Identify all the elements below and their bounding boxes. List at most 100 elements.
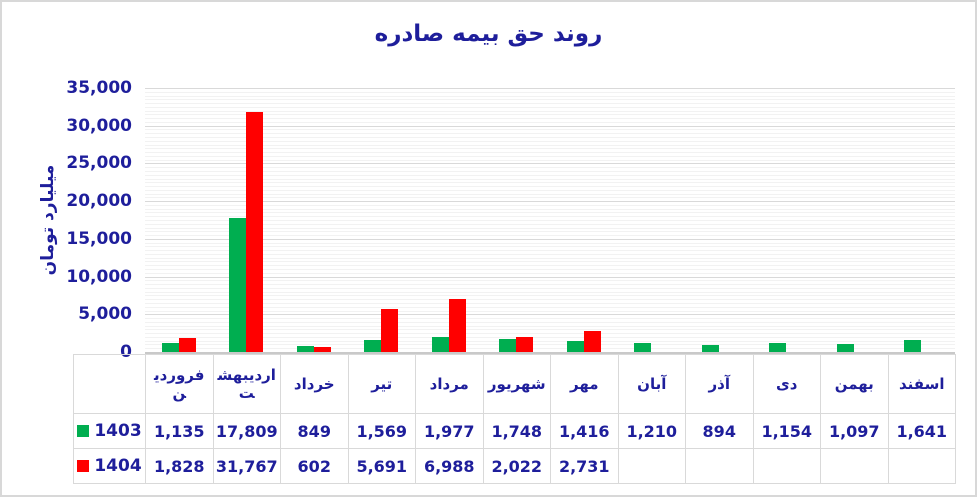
- gridline-minor: [145, 182, 955, 184]
- data-table-grid: فروردین اردیبهشت خرداد تیر مرداد شهریور مهر آبا…: [73, 354, 956, 484]
- month-header-cell: اردیبهشت: [212, 354, 281, 414]
- value-cell: [685, 448, 754, 484]
- gridline-minor: [145, 170, 955, 172]
- gridline-minor: [145, 280, 955, 282]
- value-cell: 1,641: [887, 413, 956, 449]
- gridline-minor: [145, 321, 955, 323]
- y-tick-label: 20,000: [66, 191, 132, 212]
- gridline-minor: [145, 336, 955, 338]
- bar-group-12: [888, 88, 956, 352]
- value-cell: 1,154: [752, 413, 821, 449]
- gridline-minor: [145, 189, 955, 191]
- gridline-minor: [145, 272, 955, 274]
- y-axis-title: میلیارد تومان: [38, 164, 58, 276]
- value-cell: 6,988: [415, 448, 484, 484]
- legend-swatch-1404: [77, 460, 90, 472]
- gridline-minor: [145, 261, 955, 263]
- y-tick-label: 30,000: [66, 115, 132, 136]
- gridline-minor: [145, 140, 955, 142]
- value-cell: 1,977: [415, 413, 484, 449]
- bar-1403: [634, 342, 652, 352]
- month-header-cell: دی: [752, 354, 821, 414]
- gridline-minor: [145, 193, 955, 195]
- bar-group-9: [685, 88, 753, 352]
- value-cell: 5,691: [347, 448, 416, 484]
- month-header-cell: بهمن: [820, 354, 889, 414]
- gridline-minor: [145, 216, 955, 218]
- value-cell: 849: [280, 413, 349, 449]
- gridline-minor: [145, 287, 955, 289]
- month-header-cell: تیر: [347, 354, 416, 414]
- gridline-minor: [145, 325, 955, 327]
- bar-group-3: [280, 88, 348, 352]
- gridline-minor: [145, 235, 955, 237]
- month-header-cell: اسفند: [887, 354, 956, 414]
- value-cell: 1,828: [145, 448, 214, 484]
- gridline-major: [145, 276, 955, 278]
- gridline-minor: [145, 152, 955, 154]
- gridline-minor: [145, 129, 955, 131]
- gridline-major: [145, 238, 955, 240]
- gridline-minor: [145, 103, 955, 105]
- y-tick-label: 5,000: [78, 304, 132, 325]
- gridline-minor: [145, 186, 955, 188]
- bar-1403: [769, 343, 787, 352]
- gridline-minor: [145, 204, 955, 206]
- gridline-minor: [145, 159, 955, 161]
- gridline-major: [145, 88, 955, 89]
- y-tick-label: 0: [120, 342, 132, 362]
- gridline-major: [145, 201, 955, 203]
- gridline-minor: [145, 265, 955, 267]
- value-cell: 602: [280, 448, 349, 484]
- value-cell: 894: [685, 413, 754, 449]
- gridline-minor: [145, 91, 955, 93]
- value-cell: 1,416: [550, 413, 619, 449]
- gridline-minor: [145, 220, 955, 221]
- gridline-minor: [145, 344, 955, 346]
- chart-title: روند حق بیمه صادره: [374, 21, 603, 47]
- value-cell: 31,767: [212, 448, 281, 484]
- bar-1403: [229, 217, 247, 352]
- value-cell: 1,097: [820, 413, 889, 449]
- value-cell: 1,748: [482, 413, 551, 449]
- value-cell: 1,210: [617, 413, 686, 449]
- value-cell: 2,731: [550, 448, 619, 484]
- gridline-minor: [145, 329, 955, 331]
- table-row: 1403 1,135 17,809 849 1,569 1,977 1,748 1,416 1,…: [73, 413, 956, 449]
- value-cell: 1,569: [347, 413, 416, 449]
- bar-group-10: [753, 88, 821, 352]
- gridline-minor: [145, 110, 955, 112]
- legend-cell-1404: 1404: [73, 448, 146, 484]
- bar-1403: [499, 338, 517, 352]
- month-header-cell: خرداد: [280, 354, 349, 414]
- bar-1404: [246, 112, 264, 352]
- gridline-minor: [145, 242, 955, 244]
- gridline-minor: [145, 144, 955, 146]
- gridline-minor: [145, 99, 955, 101]
- gridline-minor: [145, 333, 955, 335]
- gridline-minor: [145, 121, 955, 123]
- table-row: 1404 1,828 31,767 602 5,691 6,988 2,022 2,731: [73, 448, 956, 484]
- gridline-minor: [145, 348, 955, 350]
- gridline-minor: [145, 174, 955, 176]
- bar-group-2: [213, 88, 281, 352]
- gridline-minor: [145, 227, 955, 229]
- gridline-minor: [145, 284, 955, 286]
- gridline-minor: [145, 133, 955, 135]
- y-tick-label: 10,000: [66, 266, 132, 287]
- value-cell: 1,135: [145, 413, 214, 449]
- bar-1403: [566, 341, 584, 352]
- gridline-minor: [145, 155, 955, 157]
- month-header-cell: مرداد: [415, 354, 484, 414]
- y-tick-label: 25,000: [66, 153, 132, 174]
- gridline-major: [145, 125, 955, 127]
- gridline-minor: [145, 167, 955, 169]
- value-cell: [617, 448, 686, 484]
- value-cell: [752, 448, 821, 484]
- value-cell: [820, 448, 889, 484]
- bar-1404: [381, 309, 399, 352]
- month-header-cell: مهر: [550, 354, 619, 414]
- bar-1404: [448, 299, 466, 352]
- gridline-minor: [145, 137, 955, 139]
